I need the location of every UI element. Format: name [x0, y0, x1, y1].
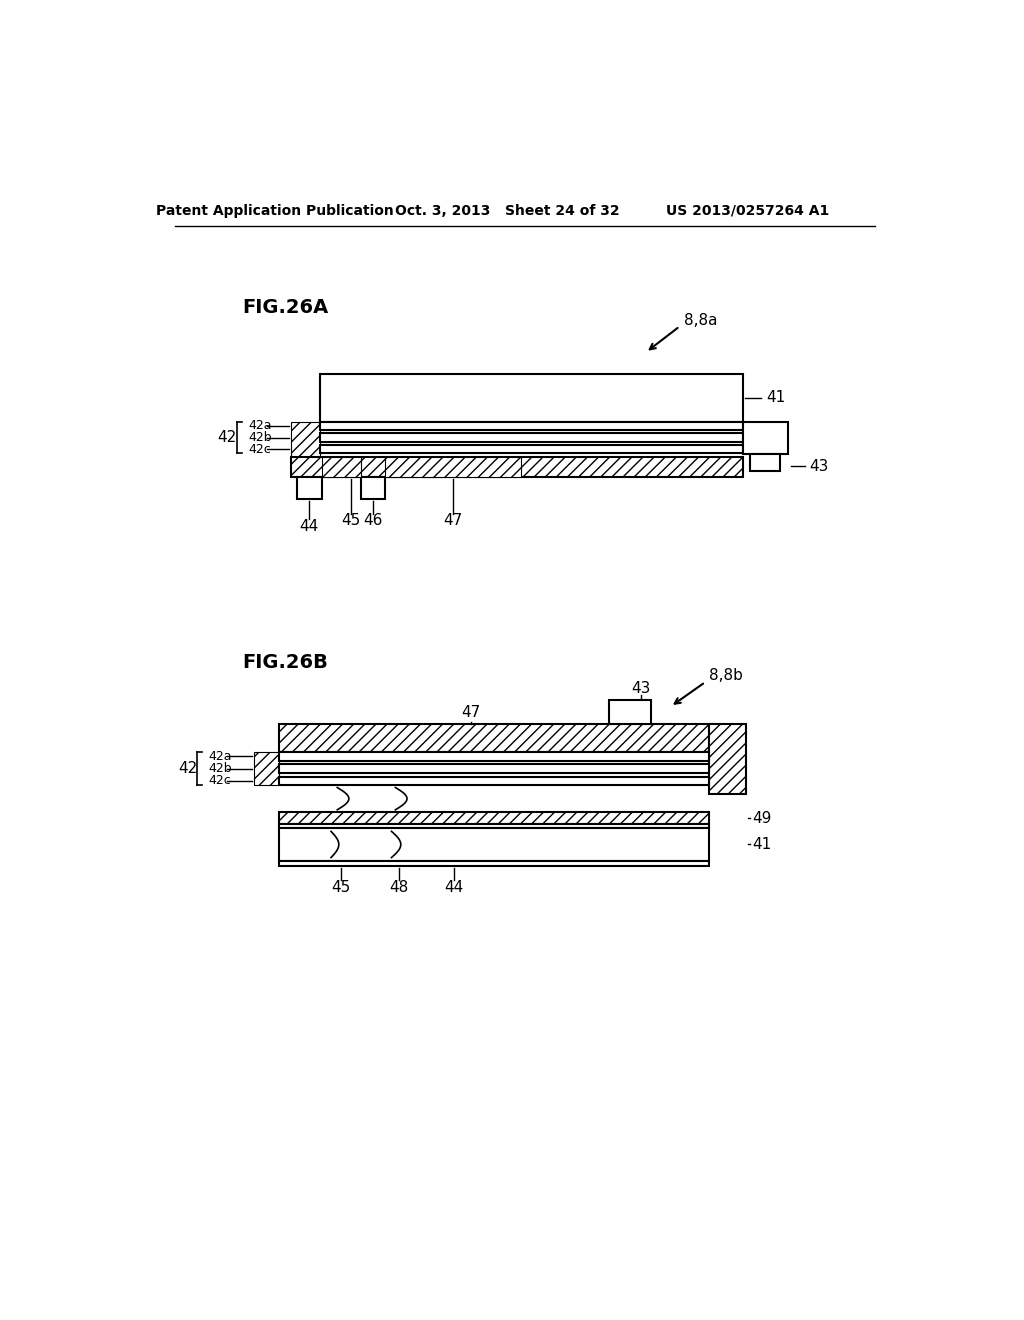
Bar: [321, 422, 742, 430]
Text: Oct. 3, 2013   Sheet 24 of 32: Oct. 3, 2013 Sheet 24 of 32: [395, 203, 621, 218]
Text: 8,8b: 8,8b: [710, 668, 743, 684]
Text: 41: 41: [766, 391, 785, 405]
Text: 47: 47: [462, 705, 480, 719]
Bar: [321, 433, 742, 442]
Text: FIG.26A: FIG.26A: [243, 297, 329, 317]
Text: 45: 45: [342, 512, 360, 528]
Text: FIG.26B: FIG.26B: [243, 653, 329, 672]
Bar: [742, 422, 787, 454]
Text: 44: 44: [443, 880, 463, 895]
Text: 44: 44: [300, 519, 318, 535]
Text: 47: 47: [443, 512, 463, 528]
Text: 42a: 42a: [209, 750, 232, 763]
Bar: [280, 829, 710, 861]
Text: US 2013/0257264 A1: US 2013/0257264 A1: [667, 203, 829, 218]
Text: 8,8a: 8,8a: [684, 313, 718, 327]
Bar: [385, 457, 521, 478]
Text: 48: 48: [389, 880, 409, 895]
Text: 42b: 42b: [209, 762, 232, 775]
Bar: [710, 725, 746, 795]
Bar: [322, 457, 360, 478]
Bar: [751, 454, 779, 471]
Text: 41: 41: [753, 837, 772, 851]
Text: 42: 42: [178, 762, 198, 776]
Text: 43: 43: [809, 459, 828, 474]
Bar: [297, 478, 322, 499]
Bar: [280, 776, 710, 785]
Text: 49: 49: [753, 810, 772, 826]
Bar: [280, 764, 710, 774]
Text: 42b: 42b: [248, 432, 271, 444]
Bar: [321, 374, 742, 422]
Bar: [291, 457, 742, 478]
Bar: [321, 445, 742, 453]
Bar: [280, 825, 710, 829]
Text: 45: 45: [332, 880, 351, 895]
Text: 42a: 42a: [248, 420, 271, 433]
Bar: [280, 861, 710, 866]
Bar: [280, 725, 710, 752]
Bar: [360, 478, 385, 499]
Bar: [280, 752, 710, 760]
Text: 42: 42: [217, 430, 237, 445]
Bar: [280, 812, 710, 825]
Text: 43: 43: [632, 681, 651, 696]
Text: Patent Application Publication: Patent Application Publication: [157, 203, 394, 218]
Text: 42c: 42c: [248, 442, 271, 455]
Bar: [291, 422, 321, 465]
Bar: [254, 752, 280, 785]
Text: 46: 46: [364, 512, 383, 528]
Bar: [608, 700, 651, 725]
Text: 42c: 42c: [209, 775, 231, 788]
